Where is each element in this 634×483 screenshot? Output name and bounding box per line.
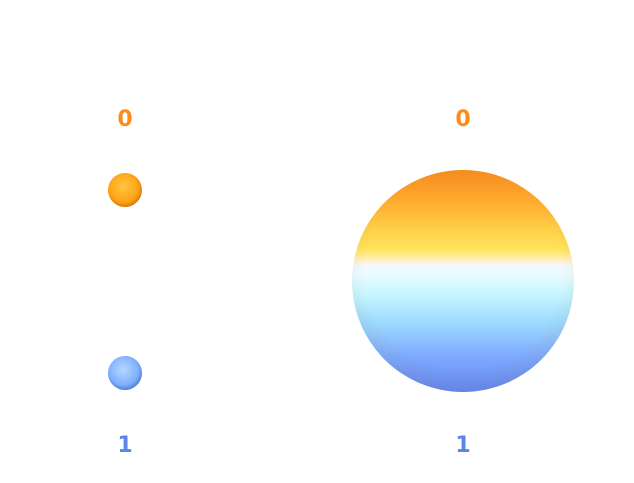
state-zero-ball (108, 173, 142, 207)
state-one-ball (108, 356, 142, 390)
sphere-shading (352, 170, 574, 392)
state-one-label-right: 1 (455, 433, 471, 458)
state-zero-label-left: 0 (117, 107, 133, 132)
state-one-label-left: 1 (117, 433, 133, 458)
superposition-sphere (352, 170, 574, 392)
state-zero-label-right: 0 (455, 107, 471, 132)
